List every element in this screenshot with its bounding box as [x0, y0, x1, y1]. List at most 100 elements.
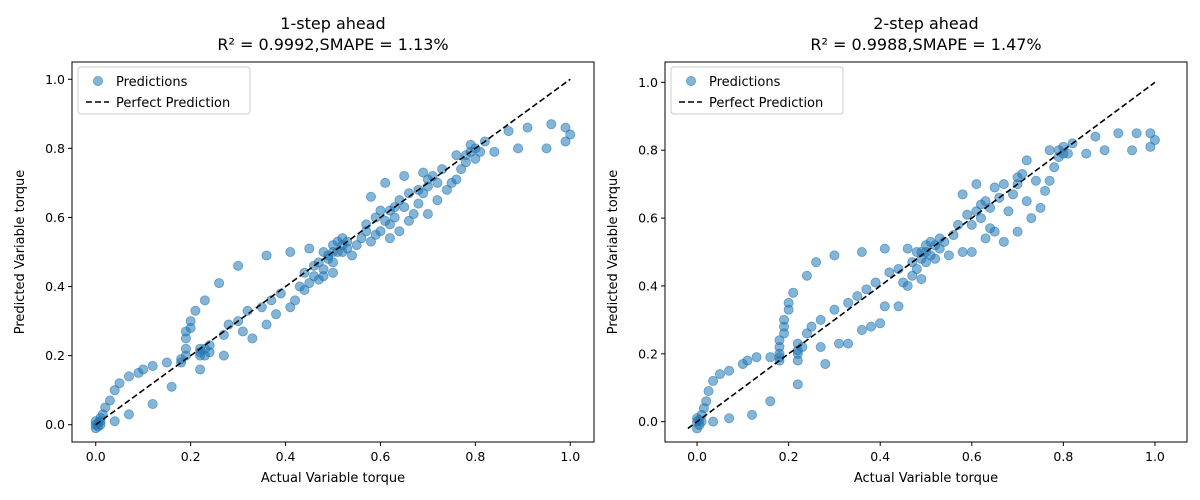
legend-label-predictions: Predictions	[116, 75, 188, 90]
data-point	[985, 202, 996, 213]
data-point	[365, 236, 376, 247]
data-point	[1131, 128, 1142, 139]
data-point	[304, 243, 315, 254]
data-point	[852, 291, 863, 302]
data-point	[856, 325, 867, 336]
data-point	[724, 413, 735, 424]
data-point	[441, 184, 452, 195]
x-tick-label: 0.8	[465, 449, 485, 464]
data-point	[138, 364, 149, 375]
data-point	[774, 335, 785, 346]
data-point	[1026, 213, 1037, 224]
data-point	[161, 357, 172, 368]
plot-area	[687, 81, 1160, 434]
y-tick-label: 0.4	[45, 279, 65, 294]
legend-box	[77, 66, 251, 115]
y-tick-label: 0.6	[638, 211, 658, 226]
data-point	[1062, 148, 1073, 159]
data-point	[893, 301, 904, 312]
data-point	[1040, 185, 1051, 196]
data-point	[346, 250, 357, 261]
perfect-prediction-line	[95, 78, 571, 426]
data-point	[365, 191, 376, 202]
data-point	[380, 177, 391, 188]
legend-marker-predictions	[93, 76, 104, 87]
data-point	[199, 295, 210, 306]
data-point	[470, 153, 481, 164]
data-point	[285, 246, 296, 257]
data-point	[948, 230, 959, 241]
data-point	[1030, 175, 1041, 186]
data-point	[356, 233, 367, 244]
data-point	[811, 257, 822, 268]
data-point	[703, 386, 714, 397]
data-point	[384, 219, 395, 230]
data-point	[1127, 145, 1138, 156]
data-point	[870, 277, 881, 288]
data-point	[389, 212, 400, 223]
data-point	[1113, 128, 1124, 139]
data-point	[185, 316, 196, 327]
data-point	[522, 122, 533, 133]
data-point	[1145, 141, 1156, 152]
data-point	[451, 174, 462, 185]
data-point	[195, 364, 206, 375]
data-point	[701, 396, 712, 407]
plot-area	[90, 78, 576, 434]
data-point	[503, 126, 514, 137]
x-tick-label: 0.2	[779, 449, 799, 464]
data-point	[989, 182, 1000, 193]
data-point	[1003, 206, 1014, 217]
data-point	[980, 233, 991, 244]
data-point	[980, 196, 991, 207]
x-tick-label: 0.0	[687, 449, 707, 464]
y-axis-label: Predicted Variable torque	[606, 170, 621, 335]
data-point	[783, 297, 794, 308]
legend-marker-predictions	[686, 76, 697, 87]
data-point	[384, 233, 395, 244]
x-tick-label: 0.8	[1053, 449, 1073, 464]
legend-label-predictions: Predictions	[709, 75, 781, 90]
data-point	[1044, 175, 1055, 186]
data-point	[820, 358, 831, 369]
data-point	[190, 305, 201, 316]
data-point	[104, 395, 115, 406]
data-point	[242, 305, 253, 316]
data-point	[123, 409, 134, 420]
data-point	[856, 246, 867, 257]
x-tick-label: 1.0	[1145, 449, 1165, 464]
axes-frame	[71, 61, 595, 443]
data-point	[1017, 168, 1028, 179]
data-point	[797, 341, 808, 352]
data-point	[957, 189, 968, 200]
data-point	[109, 416, 120, 427]
data-point	[413, 198, 424, 209]
data-point	[884, 267, 895, 278]
data-point	[902, 280, 913, 291]
y-axis-label: Predicted Variable torque	[13, 170, 28, 335]
y-tick-label: 0.4	[638, 278, 658, 293]
data-point	[180, 343, 191, 354]
perfect-prediction-line	[687, 81, 1156, 430]
data-point	[751, 352, 762, 363]
data-point	[418, 167, 429, 178]
data-point	[962, 209, 973, 220]
data-point	[801, 270, 812, 281]
data-point	[1012, 226, 1023, 237]
chart-title: 1-step ahead	[280, 14, 385, 33]
data-point	[966, 219, 977, 230]
data-point	[403, 215, 414, 226]
data-point	[304, 278, 315, 289]
x-tick-label: 0.6	[371, 449, 391, 464]
x-tick-label: 0.4	[870, 449, 890, 464]
x-tick-label: 1.0	[560, 449, 580, 464]
data-point	[565, 129, 576, 140]
chart-title: 2-step ahead	[873, 14, 978, 33]
data-point	[256, 302, 267, 313]
data-point	[1021, 155, 1032, 166]
data-point	[975, 213, 986, 224]
data-point	[147, 398, 158, 409]
data-point	[422, 208, 433, 219]
data-point	[879, 301, 890, 312]
data-point	[1099, 145, 1110, 156]
